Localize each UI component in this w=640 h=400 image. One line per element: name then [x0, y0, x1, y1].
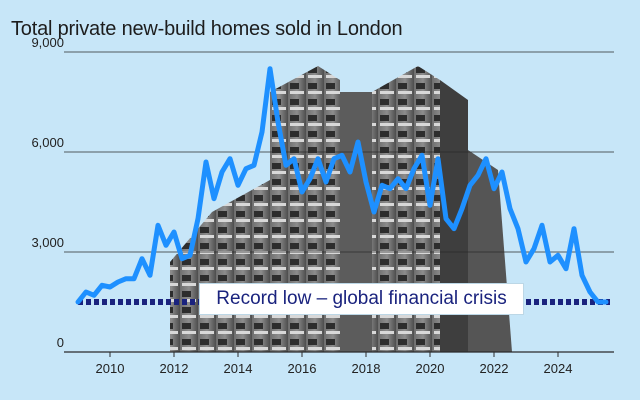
x-tick-label: 2016: [288, 361, 317, 376]
x-tick-label: 2014: [224, 361, 253, 376]
y-tick-label: 6,000: [31, 135, 64, 150]
x-tick-label: 2022: [480, 361, 509, 376]
x-tick-label: 2018: [352, 361, 381, 376]
block-lower-left: [170, 180, 270, 352]
annotation-box: Record low – global financial crisis: [199, 283, 524, 315]
x-axis-ticks: 2010 2012 2014 2016 2018 2020 2022 2024: [96, 352, 573, 376]
y-tick-label: 0: [57, 335, 64, 350]
tower-right: [372, 66, 440, 352]
x-tick-label: 2010: [96, 361, 125, 376]
y-tick-label: 3,000: [31, 235, 64, 250]
x-tick-label: 2012: [160, 361, 189, 376]
x-tick-label: 2024: [544, 361, 573, 376]
chart-title: Total private new-build homes sold in Lo…: [11, 18, 403, 40]
y-tick-label: 9,000: [31, 35, 64, 50]
annotation-text: Record low – global financial crisis: [216, 288, 507, 309]
series-lines: [75, 66, 609, 305]
series-line: [75, 66, 609, 305]
y-axis-ticks: 0 3,000 6,000 9,000: [31, 35, 64, 350]
x-tick-label: 2020: [416, 361, 445, 376]
tower-left: [270, 66, 340, 352]
